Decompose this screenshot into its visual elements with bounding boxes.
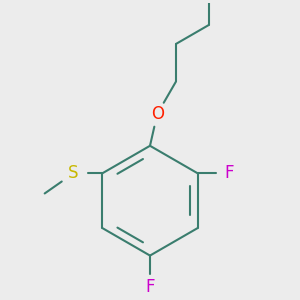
Text: F: F [225, 164, 234, 182]
Text: O: O [151, 105, 164, 123]
Text: S: S [68, 164, 79, 182]
Text: F: F [145, 278, 155, 296]
